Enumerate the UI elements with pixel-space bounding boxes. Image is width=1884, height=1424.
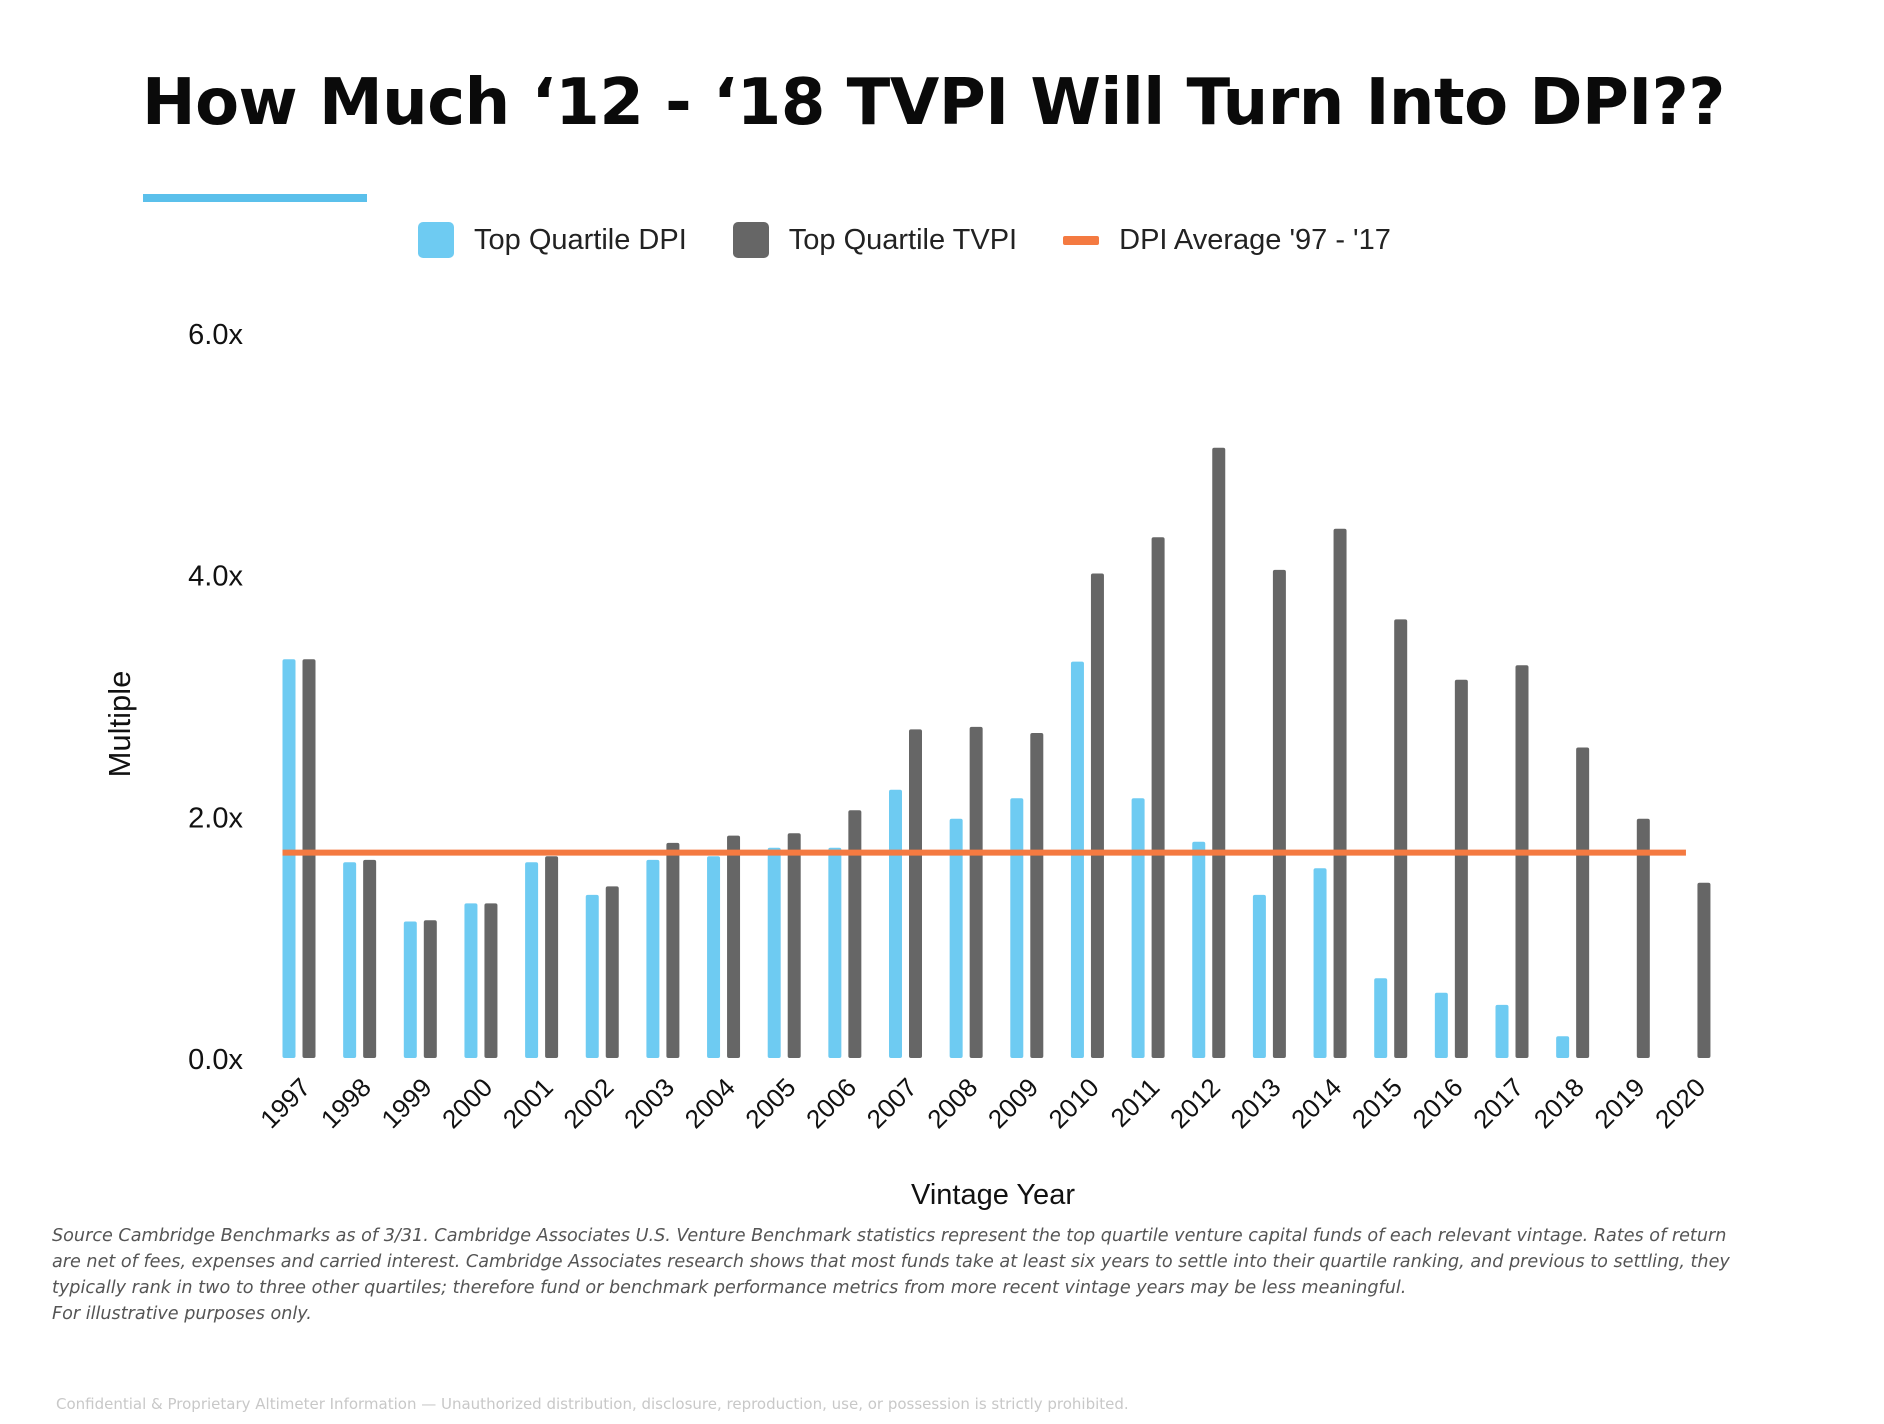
tvpi-bar: [666, 842, 680, 1058]
source-line: typically rank in two to three other qua…: [52, 1278, 1407, 1298]
dpi-bar: [343, 862, 357, 1058]
x-tick-label: 2003: [618, 1072, 680, 1134]
tvpi-bar: [1272, 569, 1286, 1058]
tvpi-bar: [545, 856, 559, 1058]
x-tick-label: 2008: [921, 1072, 983, 1134]
dpi-bar: [1192, 841, 1206, 1058]
dpi-bar: [403, 921, 417, 1058]
tvpi-bar: [1090, 573, 1104, 1058]
tvpi-bar: [1151, 537, 1165, 1058]
dpi-bar: [646, 859, 660, 1058]
x-tick-label: 2009: [982, 1072, 1044, 1134]
tvpi-bar: [1394, 619, 1408, 1058]
tvpi-bar: [848, 810, 862, 1058]
x-tick-label: 2016: [1406, 1072, 1468, 1134]
legend-label-tvpi: Top Quartile TVPI: [788, 223, 1018, 256]
legend-swatch-tvpi: [732, 222, 769, 258]
dpi-bar: [1495, 1004, 1509, 1058]
dpi-bar: [1313, 868, 1327, 1058]
y-tick-label: 4.0x: [188, 561, 243, 593]
x-tick-label: 2017: [1467, 1072, 1529, 1134]
x-tick-label: 2012: [1164, 1072, 1226, 1134]
dpi-bar: [1010, 798, 1024, 1058]
tvpi-bar: [1030, 732, 1044, 1058]
legend-swatch-avg: [1063, 235, 1100, 245]
dpi-bar: [828, 847, 842, 1058]
dpi-bar: [1556, 1036, 1570, 1058]
y-axis-ticks: 0.0x 2.0x 4.0x 6.0x: [188, 319, 243, 1076]
legend-label-dpi: Top Quartile DPI: [474, 223, 687, 256]
dpi-bar: [1374, 978, 1388, 1058]
x-tick-label: 2020: [1649, 1072, 1711, 1134]
source-line: Source Cambridge Benchmarks as of 3/31. …: [52, 1226, 1727, 1246]
tvpi-bar: [1576, 747, 1590, 1058]
x-tick-label: 2005: [739, 1072, 801, 1134]
tvpi-bar: [969, 726, 983, 1058]
dpi-bar: [1131, 798, 1145, 1058]
dpi-bar: [525, 862, 539, 1058]
tvpi-bar: [484, 903, 498, 1058]
dpi-bar: [889, 789, 902, 1058]
x-tick-label: 2006: [800, 1072, 862, 1134]
tvpi-bar: [787, 833, 801, 1058]
chart-bars: [282, 447, 1711, 1059]
x-tick-label: 2014: [1285, 1072, 1347, 1134]
x-tick-label: 2019: [1588, 1072, 1650, 1134]
legend-item-avg: DPI Average '97 - '17: [1063, 224, 1391, 257]
tvpi-bar: [727, 835, 741, 1058]
x-tick-label: 2002: [557, 1072, 619, 1134]
source-line: For illustrative purposes only.: [52, 1304, 312, 1324]
x-tick-label: 2011: [1105, 1072, 1166, 1133]
x-axis-ticks: 1997199819992000200120022003200420052006…: [254, 1072, 1711, 1134]
dpi-bar: [1252, 894, 1266, 1058]
tvpi-bar: [1636, 818, 1650, 1058]
tvpi-bar: [363, 859, 377, 1058]
source-line: are net of fees, expenses and carried in…: [52, 1252, 1730, 1272]
dpi-bar: [707, 856, 721, 1058]
x-tick-label: 1999: [375, 1072, 437, 1134]
x-tick-label: 2013: [1225, 1072, 1287, 1134]
dpi-bar: [464, 903, 478, 1058]
x-tick-label: 2004: [679, 1072, 741, 1134]
x-tick-label: 1997: [254, 1072, 316, 1134]
tvpi-bar: [605, 886, 619, 1058]
confidentiality-footer: Confidential & Proprietary Altimeter Inf…: [56, 1395, 1129, 1413]
chart-legend: Top Quartile DPI Top Quartile TVPI DPI A…: [418, 220, 1391, 260]
y-tick-label: 2.0x: [188, 802, 243, 834]
tvpi-bar: [423, 920, 437, 1058]
y-axis-label: Multiple: [102, 671, 137, 778]
title-accent-rule: [143, 194, 367, 202]
tvpi-bar: [1515, 665, 1529, 1058]
x-tick-label: 2015: [1346, 1072, 1408, 1134]
y-tick-label: 0.0x: [188, 1044, 243, 1076]
x-axis-label: Vintage Year: [911, 1179, 1075, 1211]
x-tick-label: 2010: [1043, 1072, 1105, 1134]
dpi-bar: [1434, 992, 1448, 1058]
legend-item-tvpi: Top Quartile TVPI: [732, 222, 1018, 258]
tvpi-bar: [302, 659, 316, 1058]
page-title: How Much ‘12 - ‘18 TVPI Will Turn Into D…: [142, 66, 1725, 140]
legend-swatch-dpi: [418, 222, 454, 258]
legend-label-avg: DPI Average '97 - '17: [1119, 223, 1391, 256]
source-note: Source Cambridge Benchmarks as of 3/31. …: [52, 1223, 1852, 1327]
tvpi-bar: [909, 729, 922, 1058]
x-tick-label: 2000: [436, 1072, 498, 1134]
x-tick-label: 1998: [315, 1072, 377, 1134]
dpi-bar: [1070, 661, 1084, 1058]
tvpi-bar: [1697, 882, 1711, 1058]
legend-item-dpi: Top Quartile DPI: [418, 222, 687, 258]
dpi-bar: [949, 818, 963, 1058]
tvpi-bar: [1212, 447, 1226, 1059]
tvpi-bar: [1333, 528, 1347, 1058]
x-tick-label: 2001: [497, 1072, 559, 1134]
dpi-bar: [585, 894, 599, 1058]
tvpi-bar: [1454, 679, 1468, 1058]
y-tick-label: 6.0x: [188, 319, 243, 351]
x-tick-label: 2007: [861, 1072, 923, 1134]
x-tick-label: 2018: [1528, 1072, 1590, 1134]
dpi-bar: [767, 847, 781, 1058]
dpi-bar: [282, 659, 296, 1058]
